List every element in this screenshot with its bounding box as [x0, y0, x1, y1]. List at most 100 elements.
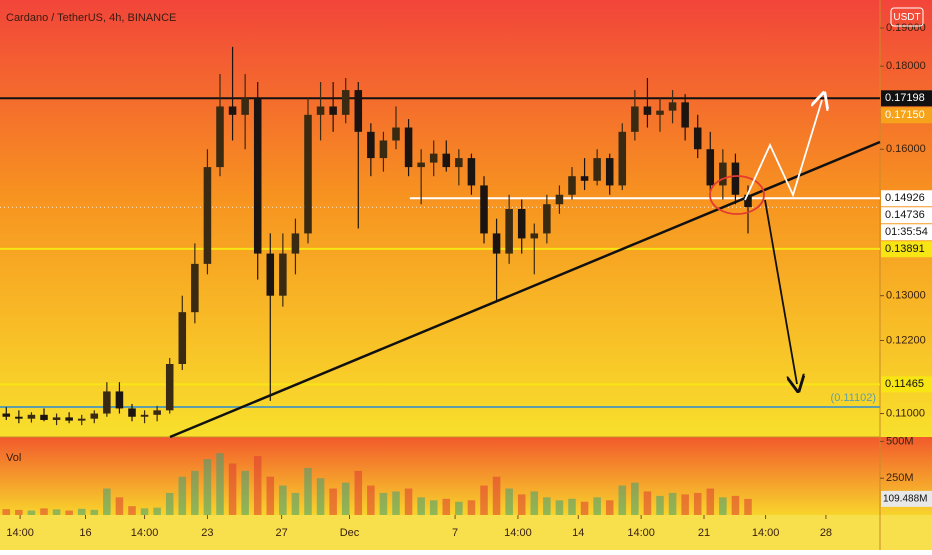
y-tick-label: 0.11000 [886, 407, 925, 419]
volume-bar [731, 495, 740, 515]
candle-body [103, 391, 111, 414]
price-tag [881, 190, 932, 207]
volume-tick-label: 500M [886, 435, 914, 447]
y-tick-label: 0.16000 [886, 143, 926, 155]
candle-body [341, 90, 350, 115]
candle-body [153, 410, 161, 415]
bearish-arrow [764, 199, 797, 384]
candle-body [429, 153, 438, 163]
volume-bar [216, 453, 224, 515]
chart-title: Cardano / TetherUS, 4h, BINANCE [6, 12, 176, 24]
volume-bar [530, 491, 539, 515]
price-tag [881, 241, 932, 258]
volume-tag-label: 109.488M [883, 494, 927, 505]
candle-body [568, 176, 576, 195]
support-label: (0.11102) [831, 392, 876, 404]
volume-bar [103, 488, 111, 515]
volume-bar [367, 485, 375, 515]
volume-bar [392, 491, 400, 515]
candle-body [744, 194, 752, 208]
candle-body [530, 233, 539, 239]
x-tick-label: 21 [698, 527, 710, 539]
y-tick-label: 0.12200 [886, 334, 926, 346]
price-tag-label: 0.17198 [885, 92, 925, 104]
volume-bar [555, 500, 564, 515]
volume-bar [492, 476, 501, 515]
volume-pane [0, 437, 932, 515]
x-tick-label: 7 [452, 527, 458, 539]
x-tick-label: 14:00 [131, 527, 159, 539]
candle-body [329, 106, 337, 115]
volume-bar [417, 497, 425, 515]
time-axis [0, 515, 932, 550]
candle-body [442, 153, 451, 168]
x-tick-label: 14 [572, 527, 584, 539]
volume-bar [191, 470, 199, 515]
candle-body [517, 209, 526, 239]
volume-bar [27, 510, 36, 515]
candle-body [52, 417, 61, 420]
price-tag-label: 0.14926 [885, 192, 925, 204]
candle-body [392, 127, 400, 141]
candle-body [128, 408, 136, 417]
volume-bar [668, 492, 677, 515]
candle-body [178, 312, 187, 365]
currency-button[interactable] [890, 7, 924, 27]
volume-bar [618, 485, 627, 515]
y-tick-label: 0.13000 [886, 290, 926, 302]
y-tick-label: 0.19000 [886, 22, 926, 34]
price-tag-label: 0.17150 [885, 109, 925, 121]
candle-body [279, 253, 287, 296]
candle-body [115, 391, 124, 409]
candle-body [580, 176, 589, 181]
countdown-label: 01:35:54 [885, 226, 928, 238]
volume-bar [228, 463, 237, 515]
trend-line [169, 140, 881, 439]
candle-body [731, 162, 740, 195]
price-tag [881, 90, 932, 107]
price-pane [0, 0, 932, 437]
candle-body [656, 110, 664, 115]
currency-label: USDT [893, 12, 920, 23]
candle-body [191, 263, 199, 313]
volume-tag [881, 490, 932, 507]
candle-body [65, 417, 73, 421]
volume-bar [354, 470, 363, 515]
volume-bar [241, 470, 249, 515]
volume-bar [605, 500, 614, 515]
x-tick-label: 28 [820, 527, 832, 539]
candle-body [90, 413, 99, 419]
x-tick-label: 14:00 [6, 527, 34, 539]
candle-body [379, 140, 388, 159]
volume-bar [543, 497, 551, 515]
volume-bar [90, 509, 99, 515]
candle-body [455, 158, 463, 168]
candle-body [593, 158, 601, 181]
highlight-circle [709, 175, 765, 215]
volume-bar [706, 488, 715, 515]
x-tick-label: Dec [340, 527, 360, 539]
volume-bar [128, 506, 136, 515]
candle-body [618, 131, 627, 186]
price-tag-label: 0.14736 [885, 209, 925, 221]
volume-bar [505, 488, 513, 515]
bullish-arrow [744, 100, 822, 201]
y-tick-label: 0.18000 [886, 60, 926, 72]
volume-bar [631, 482, 639, 515]
volume-bar [291, 492, 300, 515]
candles [2, 46, 752, 515]
volume-bar [203, 459, 212, 515]
candle-body [165, 364, 174, 411]
candle-body [492, 233, 501, 254]
volume-title: Vol [6, 452, 21, 464]
candle-body [228, 106, 237, 115]
candle-body [266, 253, 275, 296]
candle-body [719, 162, 727, 186]
volume-bar [266, 476, 275, 515]
volume-bar [115, 497, 124, 515]
volume-bar [316, 478, 325, 515]
candle-body [480, 185, 488, 234]
volume-bar [379, 492, 388, 515]
